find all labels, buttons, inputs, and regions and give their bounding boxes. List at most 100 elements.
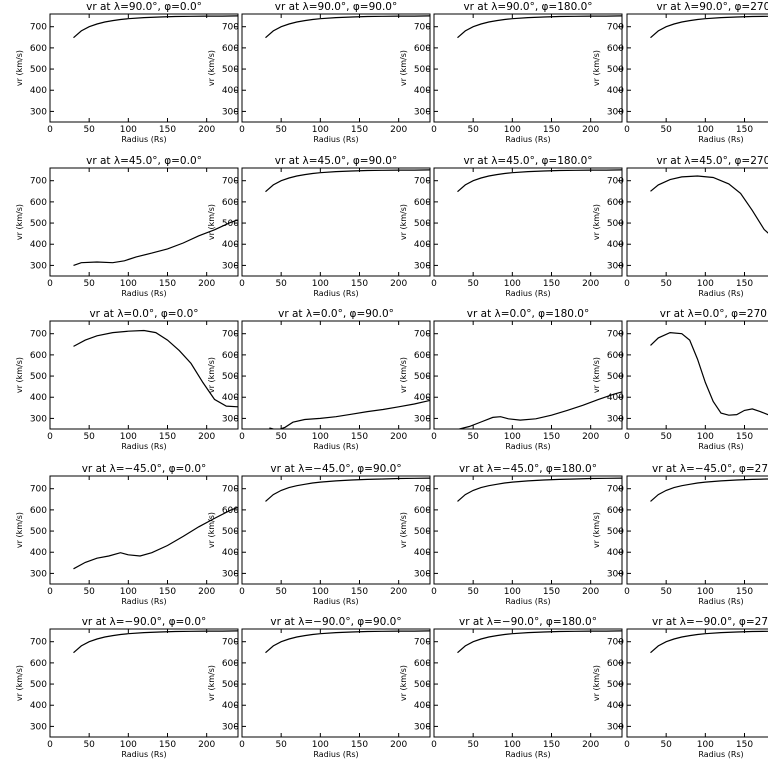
x-axis-label: Radius (Rs) — [698, 442, 743, 451]
x-tick-label: 100 — [697, 587, 714, 597]
plot-frame — [626, 13, 768, 123]
y-axis-label: vr (km/s) — [15, 512, 24, 548]
y-axis-label: vr (km/s) — [15, 50, 24, 86]
x-tick-label: 200 — [582, 125, 599, 135]
y-tick-label: 700 — [30, 485, 47, 495]
y-axis-label: vr (km/s) — [399, 357, 408, 393]
x-tick-label: 200 — [198, 587, 215, 597]
x-tick-label: 50 — [467, 125, 479, 135]
y-tick-label: 500 — [30, 680, 47, 690]
y-axis-label: vr (km/s) — [399, 204, 408, 240]
y-tick-label: 400 — [222, 548, 239, 558]
plot-frame — [626, 628, 768, 738]
x-tick-label: 50 — [83, 432, 95, 442]
series-line — [265, 169, 430, 193]
chart-panel: vr at λ=−90.0°, φ=180.0° 0 50 100 150 200 300 4… — [399, 616, 623, 759]
series-line — [650, 15, 768, 39]
series-line — [457, 477, 622, 502]
x-tick-label: 150 — [159, 125, 176, 135]
y-tick-label: 700 — [222, 330, 239, 340]
y-tick-label: 700 — [30, 330, 47, 340]
panel-title: vr at λ=−45.0°, φ=270.0° — [652, 463, 768, 475]
y-tick-label: 700 — [222, 638, 239, 648]
x-tick-label: 0 — [624, 587, 630, 597]
y-tick-label: 600 — [222, 506, 239, 516]
x-tick-label: 200 — [390, 740, 407, 750]
y-tick-label: 300 — [607, 569, 624, 579]
x-axis-label: Radius (Rs) — [121, 597, 166, 606]
x-tick-label: 0 — [624, 279, 630, 289]
chart-panel: vr at λ=−45.0°, φ=180.0° 0 50 100 150 200 300 4… — [399, 463, 623, 606]
x-tick-label: 0 — [239, 279, 245, 289]
plot-frame — [49, 475, 239, 585]
x-tick-label: 0 — [431, 740, 437, 750]
y-tick-label: 500 — [414, 527, 431, 537]
y-tick-label: 300 — [222, 107, 239, 117]
panel-title: vr at λ=45.0°, φ=90.0° — [275, 155, 397, 167]
y-tick-label: 600 — [607, 44, 624, 54]
x-tick-label: 100 — [697, 740, 714, 750]
y-tick-label: 500 — [607, 527, 624, 537]
y-tick-label: 500 — [222, 680, 239, 690]
y-tick-label: 500 — [30, 527, 47, 537]
y-tick-label: 700 — [30, 638, 47, 648]
y-tick-label: 500 — [607, 372, 624, 382]
y-tick-label: 400 — [414, 86, 431, 96]
plot-frame — [241, 320, 431, 430]
y-tick-label: 600 — [30, 659, 47, 669]
x-axis-label: Radius (Rs) — [505, 442, 550, 451]
x-tick-label: 0 — [239, 432, 245, 442]
plot-frame — [241, 475, 431, 585]
plot-frame — [241, 628, 431, 738]
x-tick-label: 200 — [582, 740, 599, 750]
x-tick-label: 200 — [198, 432, 215, 442]
x-tick-label: 100 — [120, 740, 137, 750]
x-tick-label: 100 — [504, 587, 521, 597]
chart-panel: vr at λ=45.0°, φ=180.0° 0 50 100 150 200 300 40… — [399, 155, 623, 298]
y-tick-label: 400 — [222, 701, 239, 711]
x-tick-label: 100 — [120, 125, 137, 135]
y-tick-label: 500 — [414, 65, 431, 75]
y-tick-label: 400 — [30, 393, 47, 403]
x-tick-label: 200 — [390, 279, 407, 289]
plot-frame — [49, 13, 239, 123]
x-tick-label: 50 — [275, 432, 287, 442]
chart-panel: vr at λ=45.0°, φ=0.0° 0 50 100 150 200 300 400 5… — [15, 155, 239, 298]
chart-panel: vr at λ=45.0°, φ=270.0°05010015020030040… — [592, 155, 768, 298]
y-tick-label: 500 — [222, 372, 239, 382]
y-axis-label: vr (km/s) — [592, 512, 601, 548]
y-tick-label: 600 — [30, 506, 47, 516]
x-axis-label: Radius (Rs) — [505, 597, 550, 606]
x-axis-label: Radius (Rs) — [698, 289, 743, 298]
chart-panel: vr at λ=0.0°, φ=0.0° 0 50 100 150 200 300 400 50… — [15, 308, 239, 451]
panel-title: vr at λ=0.0°, φ=90.0° — [278, 308, 394, 320]
y-tick-label: 600 — [30, 351, 47, 361]
series-line — [73, 329, 238, 408]
x-tick-label: 50 — [83, 125, 95, 135]
y-tick-label: 700 — [222, 485, 239, 495]
x-tick-label: 200 — [582, 432, 599, 442]
series-line — [457, 169, 622, 193]
y-tick-label: 700 — [222, 23, 239, 33]
chart-panel: vr at λ=−90.0°, φ=0.0° 0 50 100 150 200 300 400… — [15, 616, 239, 759]
x-axis-label: Radius (Rs) — [313, 442, 358, 451]
x-tick-label: 100 — [120, 279, 137, 289]
y-tick-label: 400 — [607, 240, 624, 250]
y-tick-label: 700 — [414, 638, 431, 648]
y-tick-label: 500 — [414, 372, 431, 382]
panel-title: vr at λ=90.0°, φ=180.0° — [463, 1, 592, 13]
x-tick-label: 0 — [431, 587, 437, 597]
y-tick-label: 600 — [414, 198, 431, 208]
chart-panel: vr at λ=−90.0°, φ=270.0°0501001502003004… — [592, 616, 768, 759]
y-axis-label: vr (km/s) — [399, 50, 408, 86]
panel-title: vr at λ=45.0°, φ=180.0° — [463, 155, 592, 167]
x-tick-label: 200 — [198, 279, 215, 289]
x-tick-label: 0 — [47, 432, 53, 442]
chart-panel: vr at λ=−45.0°, φ=270.0°0501001502003004… — [592, 463, 768, 606]
x-axis-label: Radius (Rs) — [313, 289, 358, 298]
plot-frame — [433, 320, 623, 430]
y-tick-label: 400 — [30, 548, 47, 558]
y-tick-label: 700 — [30, 23, 47, 33]
y-tick-label: 700 — [607, 177, 624, 187]
x-tick-label: 100 — [312, 125, 329, 135]
